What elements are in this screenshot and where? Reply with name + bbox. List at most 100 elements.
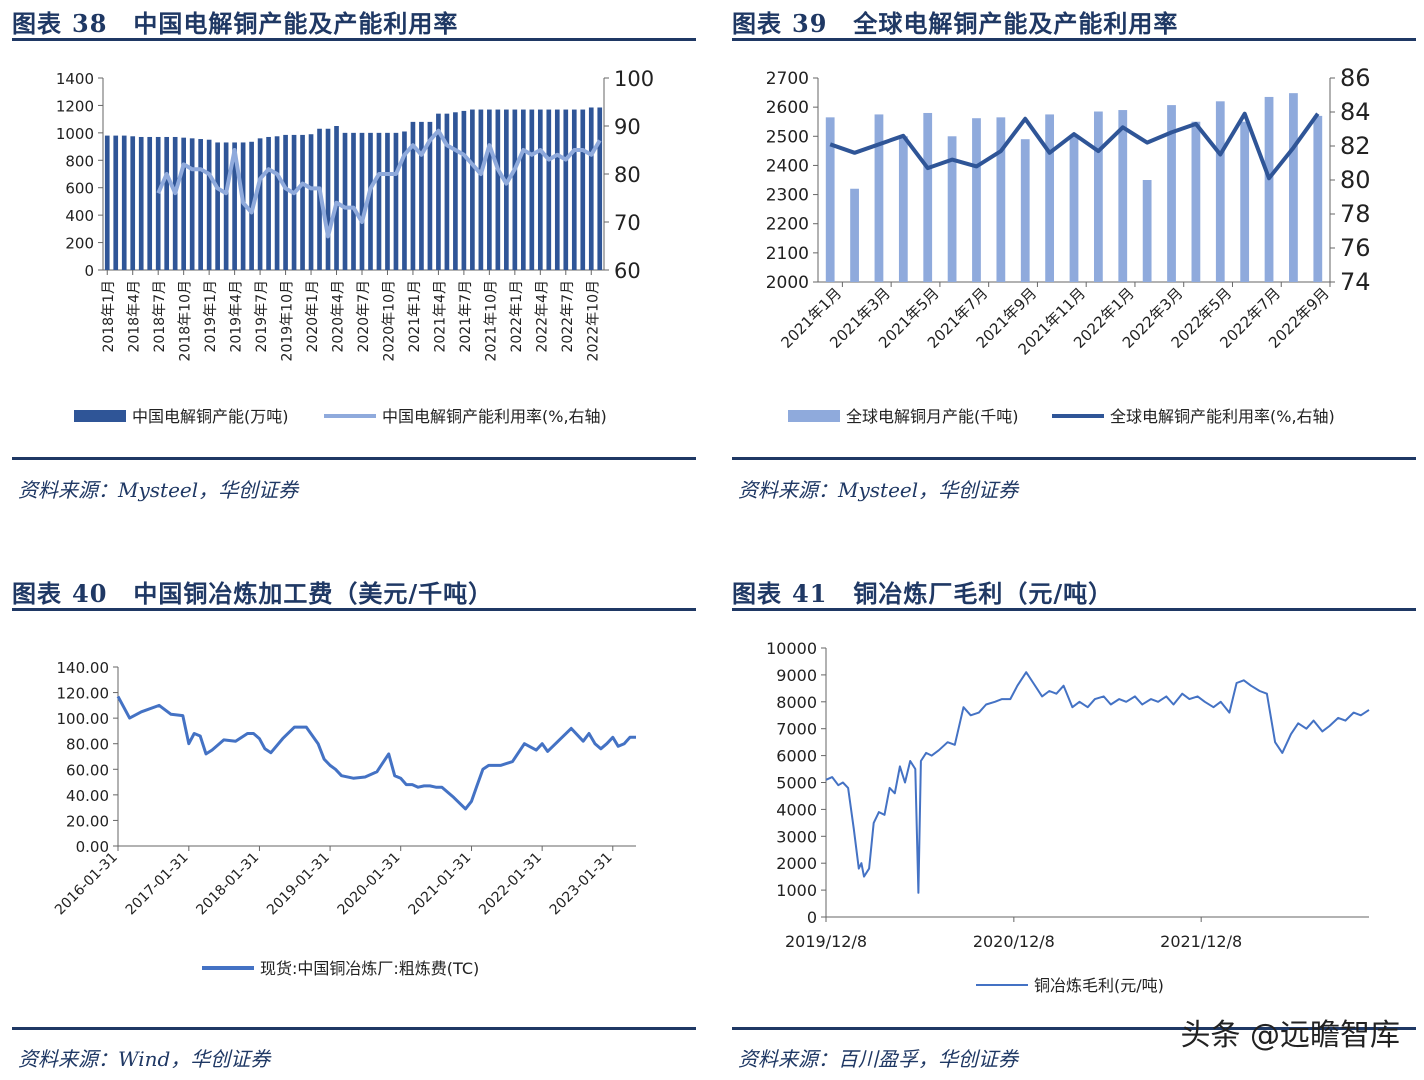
legend-label: 现货:中国铜冶炼厂:粗炼费(TC) <box>260 959 479 978</box>
x-tick-label: 2020年4月 <box>331 280 347 353</box>
bar <box>546 109 552 271</box>
x-tick-label: 2018年10月 <box>178 280 194 361</box>
y-tick-label: 3000 <box>776 827 817 846</box>
y-tick-label-left: 1000 <box>56 125 94 143</box>
chart-title: 图表 40 中国铜冶炼加工费（美元/千吨） <box>12 579 494 608</box>
chart-title: 图表 39 全球电解铜产能及产能利用率 <box>732 9 1179 38</box>
y-tick-label-right: 100 <box>614 67 654 91</box>
y-tick-label-left: 800 <box>65 152 94 170</box>
legend-label: 中国电解铜产能(万吨) <box>132 407 289 426</box>
bar <box>563 109 569 271</box>
chart-global-capacity: 2000 2100 2200 2300 2400 2500 2600 2700 74 76 78 80… <box>766 64 1371 426</box>
title-rule <box>732 608 1416 611</box>
x-tick-label: 2022年4月 <box>534 280 550 353</box>
y-tick-label: 80.00 <box>66 736 109 754</box>
bar <box>1118 110 1128 282</box>
x-tick-label: 2021年4月 <box>432 280 448 353</box>
x-tick-label: 2019-01-31 <box>264 850 333 919</box>
bar <box>1020 139 1030 282</box>
bar <box>850 188 859 282</box>
panel-smelter-margin: 图表 41 铜冶炼厂毛利（元/吨） 0 1000 2000 3000 4000 5000 600… <box>732 570 1416 1080</box>
bar <box>104 135 110 270</box>
bar <box>223 142 229 270</box>
y-tick-label-left: 2100 <box>766 244 809 264</box>
bar <box>240 142 246 270</box>
y-tick-label-right: 76 <box>1340 234 1371 262</box>
bar <box>121 135 127 270</box>
bar <box>342 132 348 270</box>
source-rule <box>12 457 696 460</box>
y-tick-label-right: 60 <box>614 259 641 283</box>
x-tick-label: 2020-01-31 <box>335 850 404 919</box>
line-series <box>156 128 602 239</box>
source-note: 资料来源：Wind，华创证券 <box>18 1047 271 1071</box>
y-tick-label-right: 86 <box>1340 64 1371 92</box>
y-tick-label-left: 2300 <box>766 186 809 206</box>
y-tick-label: 1000 <box>776 881 817 900</box>
bar <box>470 109 475 271</box>
source-rule <box>732 1027 1416 1030</box>
bar <box>155 136 161 270</box>
y-tick-label-left: 1200 <box>56 97 94 115</box>
bar <box>189 138 195 270</box>
legend-label: 中国电解铜产能利用率(%,右轴) <box>382 407 607 426</box>
bar <box>923 112 933 282</box>
bar <box>529 109 535 271</box>
bar <box>172 136 178 270</box>
y-tick-label-left: 2700 <box>766 69 809 89</box>
bar <box>580 109 586 271</box>
bar <box>444 113 450 271</box>
y-tick-label: 7000 <box>776 720 817 739</box>
x-tick-label: 2018年4月 <box>127 280 143 353</box>
bar <box>1240 121 1250 282</box>
legend-swatch-bar <box>74 410 126 422</box>
x-tick-label: 2017-01-31 <box>123 850 192 919</box>
bar <box>359 132 365 270</box>
bar <box>1045 114 1055 282</box>
bar <box>1069 134 1079 282</box>
y-tick-label: 60.00 <box>66 761 109 779</box>
y-tick-label: 0 <box>807 908 817 927</box>
x-tick-label: 2021-01-31 <box>405 850 474 919</box>
bar <box>291 134 297 270</box>
bar <box>206 139 212 270</box>
bar <box>874 114 884 282</box>
x-tick-label: 2020年10月 <box>381 280 397 361</box>
y-tick-label-left: 200 <box>65 235 94 253</box>
y-tick-label-right: 80 <box>614 163 641 187</box>
bar <box>504 109 509 271</box>
x-tick-label: 2023-01-31 <box>547 850 616 919</box>
bar <box>898 136 908 282</box>
legend-label: 全球电解铜产能利用率(%,右轴) <box>1110 407 1335 426</box>
chart-title: 图表 38 中国电解铜产能及产能利用率 <box>12 9 459 38</box>
bar <box>257 138 263 270</box>
x-tick-label: 2018年1月 <box>101 280 117 353</box>
y-tick-label-left: 600 <box>65 180 94 198</box>
y-tick-label-left: 2600 <box>766 98 809 118</box>
bar <box>947 136 957 282</box>
y-tick-label-right: 74 <box>1340 268 1371 296</box>
y-tick-label: 20.00 <box>66 812 109 830</box>
bar <box>419 121 424 270</box>
bar <box>138 136 144 270</box>
bar <box>1215 101 1225 282</box>
y-tick-label: 40.00 <box>66 787 109 805</box>
bar <box>130 136 136 270</box>
x-tick-label: 2019年10月 <box>280 280 296 361</box>
bar <box>266 136 271 270</box>
x-tick-label: 2021/12/8 <box>1160 932 1242 951</box>
x-tick-label: 2019年7月 <box>254 280 270 353</box>
bar <box>571 109 577 271</box>
bar <box>164 136 170 270</box>
bar <box>487 109 492 271</box>
y-tick-label-left: 400 <box>65 207 94 225</box>
y-tick-label: 8000 <box>776 693 817 712</box>
y-tick-label-right: 82 <box>1340 132 1371 160</box>
y-tick-label: 10000 <box>766 639 817 658</box>
bar <box>537 109 543 271</box>
bar <box>1191 121 1201 282</box>
x-tick-label: 2022年10月 <box>585 280 601 361</box>
line-series <box>116 695 636 811</box>
title-rule <box>12 38 696 41</box>
title-rule <box>12 608 696 611</box>
